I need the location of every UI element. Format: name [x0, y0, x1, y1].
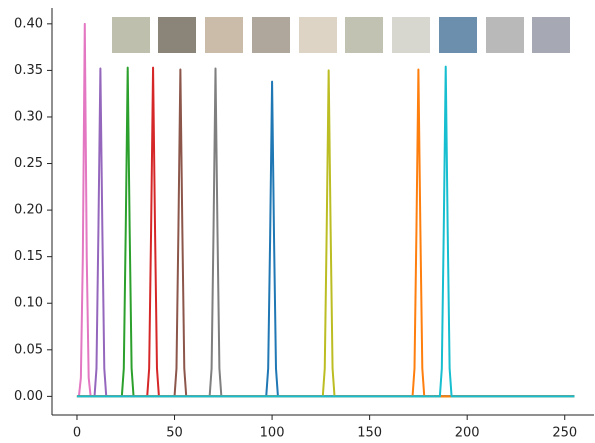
x-tick-label: 100: [260, 426, 285, 441]
thumbnail-cat: [252, 17, 290, 53]
thumbnail-ship: [439, 17, 477, 53]
x-tick-label: 250: [552, 426, 577, 441]
thumbnail-dog: [299, 17, 337, 53]
y-tick-label: 0.35: [14, 63, 43, 78]
thumbnail-airplane: [392, 17, 430, 53]
thumbnail-frog: [112, 17, 150, 53]
y-tick-label: 0.10: [14, 296, 43, 311]
thumbnail-bird: [205, 17, 243, 53]
y-tick-label: 0.15: [14, 249, 43, 264]
y-tick-label: 0.00: [14, 389, 43, 404]
thumbnails: [112, 17, 570, 53]
thumbnail-automobile: [486, 17, 524, 53]
thumbnail-truck: [532, 17, 570, 53]
y-tick-label: 0.05: [14, 342, 43, 357]
y-tick-label: 0.20: [14, 203, 43, 218]
x-tick-label: 150: [357, 426, 382, 441]
y-tick-label: 0.30: [14, 109, 43, 124]
x-tick-label: 50: [166, 426, 183, 441]
y-tick-label: 0.25: [14, 156, 43, 171]
thumbnail-deer: [158, 17, 196, 53]
chart: 0.00 0.05 0.10 0.15 0.20 0.25 0.30 0.35 0.40 0 50 1…: [0, 0, 595, 443]
thumbnail-horse: [345, 17, 383, 53]
x-tick-label: 0: [73, 426, 81, 441]
x-tick-label: 200: [455, 426, 480, 441]
y-tick-label: 0.40: [14, 16, 43, 31]
